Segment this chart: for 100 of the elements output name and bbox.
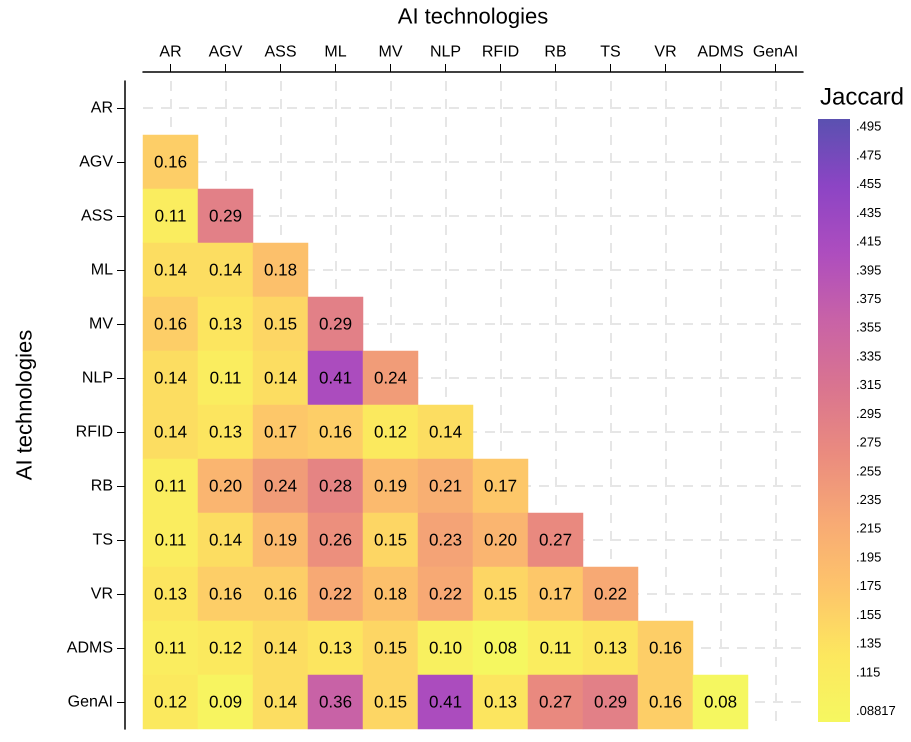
color-bar-label: .195	[856, 549, 882, 564]
data-label: 0.08	[704, 692, 738, 712]
color-bar-label: .395	[856, 262, 882, 278]
x-tick-label: AGV	[208, 44, 243, 60]
data-label: 0.14	[264, 368, 298, 388]
data-label: 0.11	[154, 530, 186, 550]
data-label: 0.28	[318, 476, 352, 496]
y-tick-label: ADMS	[66, 640, 113, 656]
y-axis-title: AI technologies	[12, 330, 36, 480]
x-tick-label: RB	[544, 44, 567, 60]
data-label: 0.22	[428, 584, 462, 604]
color-bar-label: .415	[856, 234, 882, 249]
data-label: 0.14	[154, 368, 188, 388]
data-label: 0.20	[484, 530, 518, 550]
data-label: 0.21	[428, 476, 462, 496]
data-label: 0.36	[318, 692, 352, 712]
data-label: 0.19	[264, 530, 298, 550]
data-label: 0.13	[208, 314, 242, 334]
y-tick-label: ML	[90, 262, 114, 278]
data-label: 0.15	[374, 692, 408, 712]
x-tick-label: NLP	[430, 44, 462, 60]
x-tick-label: RFID	[482, 44, 520, 60]
data-label: 0.13	[154, 584, 188, 604]
data-label: 0.17	[538, 584, 572, 604]
color-bar-label: .355	[856, 320, 882, 335]
data-label: 0.41	[428, 692, 462, 712]
color-bar-label: .235	[856, 492, 882, 507]
x-tick-label: VR	[654, 44, 677, 60]
data-label: 0.14	[154, 260, 188, 280]
y-tick-label: ASS	[80, 208, 113, 224]
data-label: 0.16	[154, 314, 188, 334]
data-label: 0.18	[264, 260, 298, 280]
data-label: 0.14	[264, 638, 298, 658]
data-label: 0.15	[374, 530, 408, 550]
data-label: 0.19	[374, 476, 408, 496]
data-label: 0.26	[318, 530, 352, 550]
data-label: 0.12	[208, 638, 242, 658]
data-label: 0.23	[428, 530, 462, 550]
y-tick-label: TS	[92, 532, 113, 548]
color-bar-label: .215	[856, 520, 882, 536]
data-label: 0.29	[594, 692, 628, 712]
color-bar-label: .335	[856, 348, 882, 364]
x-axis-title: AI technologies	[398, 4, 548, 28]
color-bar-label: .255	[856, 463, 882, 478]
x-tick-label: AR	[159, 44, 182, 60]
x-tick-label: ML	[324, 44, 347, 60]
data-label: 0.10	[428, 638, 462, 658]
data-label: 0.16	[264, 584, 298, 604]
data-label: 0.12	[374, 422, 408, 442]
y-tick-label: RB	[90, 478, 113, 494]
data-label: 0.09	[208, 692, 242, 712]
color-bar-label: .135	[856, 636, 882, 651]
data-label: 0.14	[208, 260, 242, 280]
data-label: 0.24	[264, 476, 298, 496]
x-tick-label: MV	[378, 44, 403, 60]
y-tick-label: NLP	[82, 370, 113, 386]
color-bar-label: .175	[856, 578, 882, 594]
data-label: 0.11	[210, 368, 242, 388]
color-bar-label: .435	[856, 204, 882, 220]
data-label: 0.11	[154, 476, 186, 496]
data-label: 0.14	[264, 692, 298, 712]
color-bar-label: .315	[856, 377, 882, 392]
data-label: 0.27	[538, 692, 572, 712]
color-bar-title: Jaccard	[820, 84, 904, 110]
data-label: 0.22	[594, 584, 628, 604]
data-label: 0.16	[154, 152, 188, 172]
y-tick-label: GenAI	[68, 694, 113, 710]
data-label: 0.16	[648, 692, 682, 712]
color-bar-label: .115	[856, 664, 880, 680]
data-label: 0.17	[264, 422, 298, 442]
data-label: 0.12	[154, 692, 188, 712]
data-label: 0.14	[154, 422, 188, 442]
y-tick-label: AGV	[79, 154, 114, 170]
color-bar-label: .475	[856, 147, 882, 162]
y-tick-label: RFID	[76, 424, 113, 440]
data-label: 0.29	[318, 314, 352, 334]
y-tick-label: MV	[89, 316, 114, 332]
data-label: 0.15	[484, 584, 518, 604]
data-label: 0.29	[208, 206, 242, 226]
data-label: 0.41	[318, 368, 352, 388]
data-label: 0.16	[208, 584, 242, 604]
data-label: 0.13	[318, 638, 352, 658]
x-tick-label: GenAI	[752, 44, 798, 60]
data-label: 0.15	[264, 314, 298, 334]
data-label: 0.11	[540, 638, 572, 658]
data-label: 0.14	[208, 530, 242, 550]
data-label: 0.18	[374, 584, 408, 604]
color-bar-label: .495	[856, 118, 882, 134]
x-tick-label: TS	[600, 44, 621, 60]
data-label: 0.15	[374, 638, 408, 658]
data-label: 0.13	[594, 638, 628, 658]
data-label: 0.13	[484, 692, 518, 712]
color-bar-label: .295	[856, 406, 882, 421]
data-label: 0.27	[538, 530, 572, 550]
data-label: 0.20	[208, 476, 242, 496]
data-label: 0.13	[208, 422, 242, 442]
color-bar-label: .275	[856, 434, 882, 450]
data-label: 0.24	[374, 368, 408, 388]
y-tick-label: VR	[90, 586, 113, 602]
data-label: 0.11	[154, 206, 186, 226]
